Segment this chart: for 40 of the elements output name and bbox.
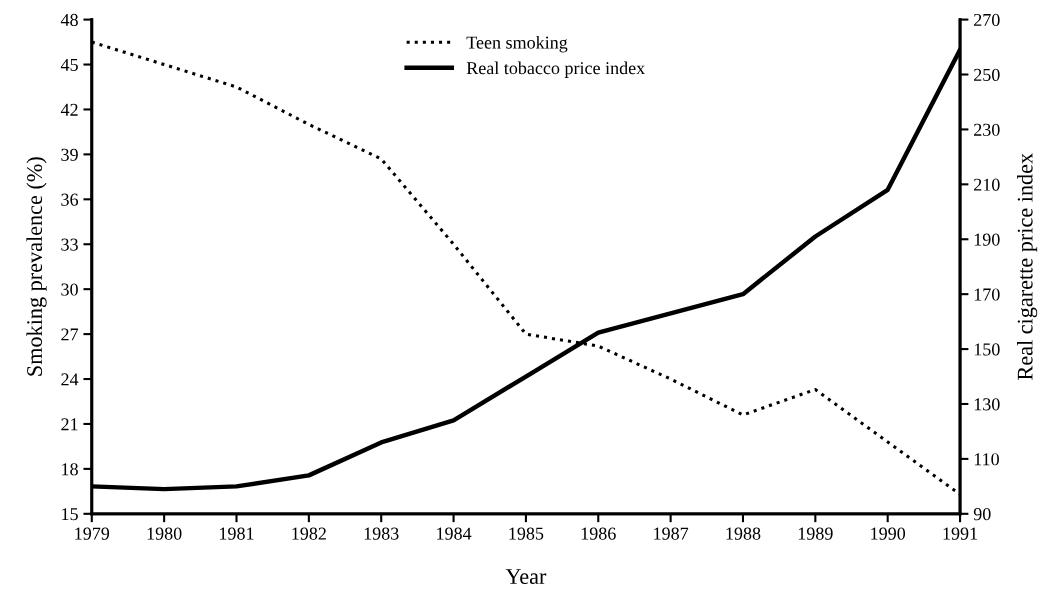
x-tick-label: 1986	[581, 527, 616, 540]
x-tick-label: 1987	[654, 527, 689, 540]
x-tick-label: 1981	[220, 527, 254, 540]
y2-tick-label: 130	[974, 398, 1000, 411]
y-tick-label: 30	[61, 283, 78, 296]
y2-tick-label: 110	[974, 453, 999, 466]
y2-tick-label: 270	[974, 13, 1000, 27]
y2-tick-label: 190	[974, 233, 1000, 246]
y-axis-title: Smoking prevalence (%)	[26, 157, 47, 376]
y-tick-label: 45	[60, 58, 78, 71]
y-tick-label: 39	[61, 148, 78, 161]
x-tick-label: 1990	[871, 527, 906, 540]
x-tick-label: 1985	[509, 527, 544, 540]
y-tick-label: 33	[61, 238, 78, 251]
y2-axis-title: Real cigarette price index	[1016, 153, 1038, 380]
y2-tick-label: 150	[974, 343, 1000, 356]
y-tick-label: 15	[62, 508, 78, 521]
x-axis-title: Year	[505, 569, 547, 585]
y-tick-label: 24	[61, 373, 79, 386]
x-tick-label: 1984	[437, 527, 472, 540]
y2-tick-label: 90	[973, 508, 991, 521]
y2-tick-label: 210	[974, 178, 1000, 191]
y-tick-label: 27	[61, 328, 79, 341]
y2-tick-label: 250	[974, 68, 1000, 81]
x-tick-label: 1988	[726, 527, 761, 540]
y-tick-label: 48	[60, 13, 78, 27]
x-tick-label: 1983	[364, 527, 399, 540]
y-tick-label: 36	[61, 193, 79, 206]
y-tick-label: 42	[60, 103, 78, 116]
legend-label: Real tobacco price index	[466, 61, 645, 78]
legend-label: Teen smoking	[466, 35, 568, 53]
y-tick-label: 21	[61, 418, 78, 431]
x-tick-label: 1982	[292, 527, 326, 540]
x-tick-label: 1991	[943, 527, 978, 540]
x-tick-label: 1989	[798, 527, 833, 540]
y2-tick-label: 230	[974, 123, 1000, 136]
x-tick-label: 1980	[147, 527, 182, 540]
y-tick-label: 18	[62, 463, 78, 476]
x-tick-label: 1979	[75, 527, 110, 540]
y2-tick-label: 170	[974, 288, 1000, 301]
